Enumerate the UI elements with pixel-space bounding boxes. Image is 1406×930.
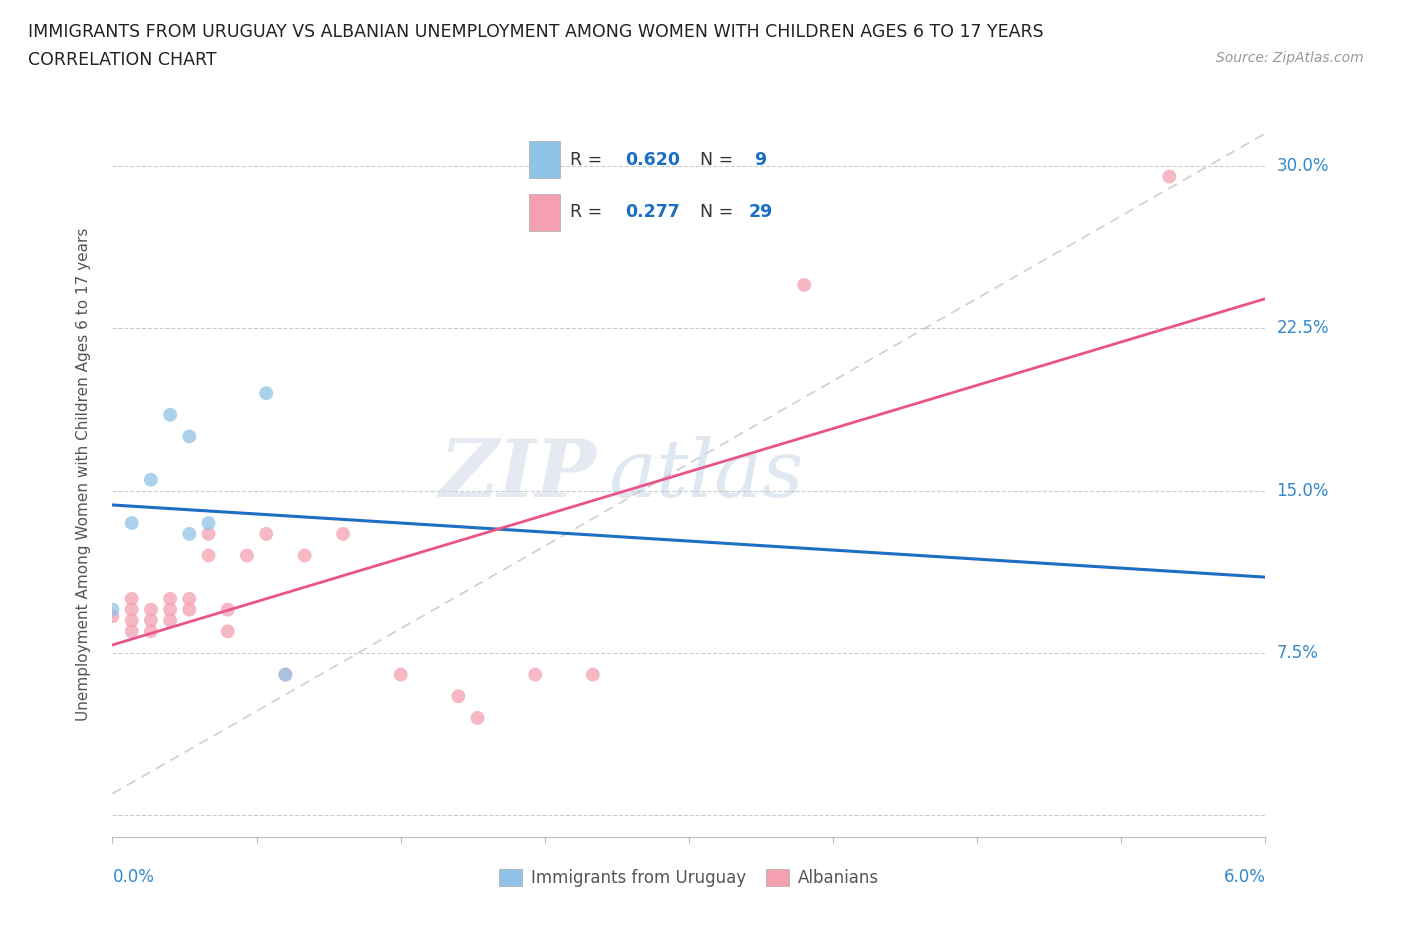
Text: 15.0%: 15.0% bbox=[1277, 482, 1329, 499]
Point bbox=[121, 515, 143, 530]
Point bbox=[101, 609, 124, 624]
Point bbox=[254, 386, 277, 401]
Point bbox=[274, 667, 297, 682]
Text: 30.0%: 30.0% bbox=[1277, 157, 1329, 175]
Point bbox=[121, 624, 143, 639]
Point bbox=[179, 603, 201, 618]
Point bbox=[179, 429, 201, 444]
Text: 29: 29 bbox=[749, 203, 773, 220]
FancyBboxPatch shape bbox=[530, 141, 561, 179]
Text: 0.620: 0.620 bbox=[626, 152, 681, 169]
Point bbox=[159, 613, 181, 628]
Point bbox=[582, 667, 605, 682]
Point bbox=[1159, 169, 1181, 184]
Point bbox=[121, 591, 143, 606]
FancyBboxPatch shape bbox=[530, 193, 561, 231]
Point bbox=[447, 689, 470, 704]
Point bbox=[389, 667, 412, 682]
Text: ZIP: ZIP bbox=[440, 435, 596, 513]
Point bbox=[159, 407, 181, 422]
Text: N =: N = bbox=[700, 203, 738, 220]
Point bbox=[294, 548, 316, 563]
Text: 0.277: 0.277 bbox=[626, 203, 681, 220]
Text: atlas: atlas bbox=[609, 435, 804, 513]
Text: N =: N = bbox=[700, 152, 738, 169]
Point bbox=[101, 603, 124, 618]
Text: 0.0%: 0.0% bbox=[112, 868, 155, 885]
Text: 22.5%: 22.5% bbox=[1277, 319, 1329, 338]
Legend: Immigrants from Uruguay, Albanians: Immigrants from Uruguay, Albanians bbox=[492, 862, 886, 894]
Point bbox=[159, 591, 181, 606]
Text: CORRELATION CHART: CORRELATION CHART bbox=[28, 51, 217, 69]
Point bbox=[121, 603, 143, 618]
Point bbox=[217, 624, 239, 639]
Point bbox=[139, 613, 162, 628]
Point bbox=[197, 526, 219, 541]
Point bbox=[139, 472, 162, 487]
Point bbox=[332, 526, 354, 541]
Text: Source: ZipAtlas.com: Source: ZipAtlas.com bbox=[1216, 51, 1364, 65]
Point bbox=[236, 548, 259, 563]
Point bbox=[159, 603, 181, 618]
Point bbox=[197, 548, 219, 563]
Text: IMMIGRANTS FROM URUGUAY VS ALBANIAN UNEMPLOYMENT AMONG WOMEN WITH CHILDREN AGES : IMMIGRANTS FROM URUGUAY VS ALBANIAN UNEM… bbox=[28, 23, 1043, 41]
Point bbox=[793, 277, 815, 292]
Point bbox=[217, 603, 239, 618]
Point bbox=[139, 603, 162, 618]
Point bbox=[179, 591, 201, 606]
Point bbox=[274, 667, 297, 682]
Point bbox=[524, 667, 547, 682]
Text: 6.0%: 6.0% bbox=[1223, 868, 1265, 885]
Text: 7.5%: 7.5% bbox=[1277, 644, 1319, 662]
Point bbox=[467, 711, 489, 725]
Point bbox=[197, 515, 219, 530]
Y-axis label: Unemployment Among Women with Children Ages 6 to 17 years: Unemployment Among Women with Children A… bbox=[76, 228, 91, 721]
Point bbox=[121, 613, 143, 628]
Point bbox=[179, 526, 201, 541]
Text: R =: R = bbox=[569, 152, 607, 169]
Text: 9: 9 bbox=[749, 152, 768, 169]
Text: R =: R = bbox=[569, 203, 607, 220]
Point bbox=[254, 526, 277, 541]
Point bbox=[139, 624, 162, 639]
